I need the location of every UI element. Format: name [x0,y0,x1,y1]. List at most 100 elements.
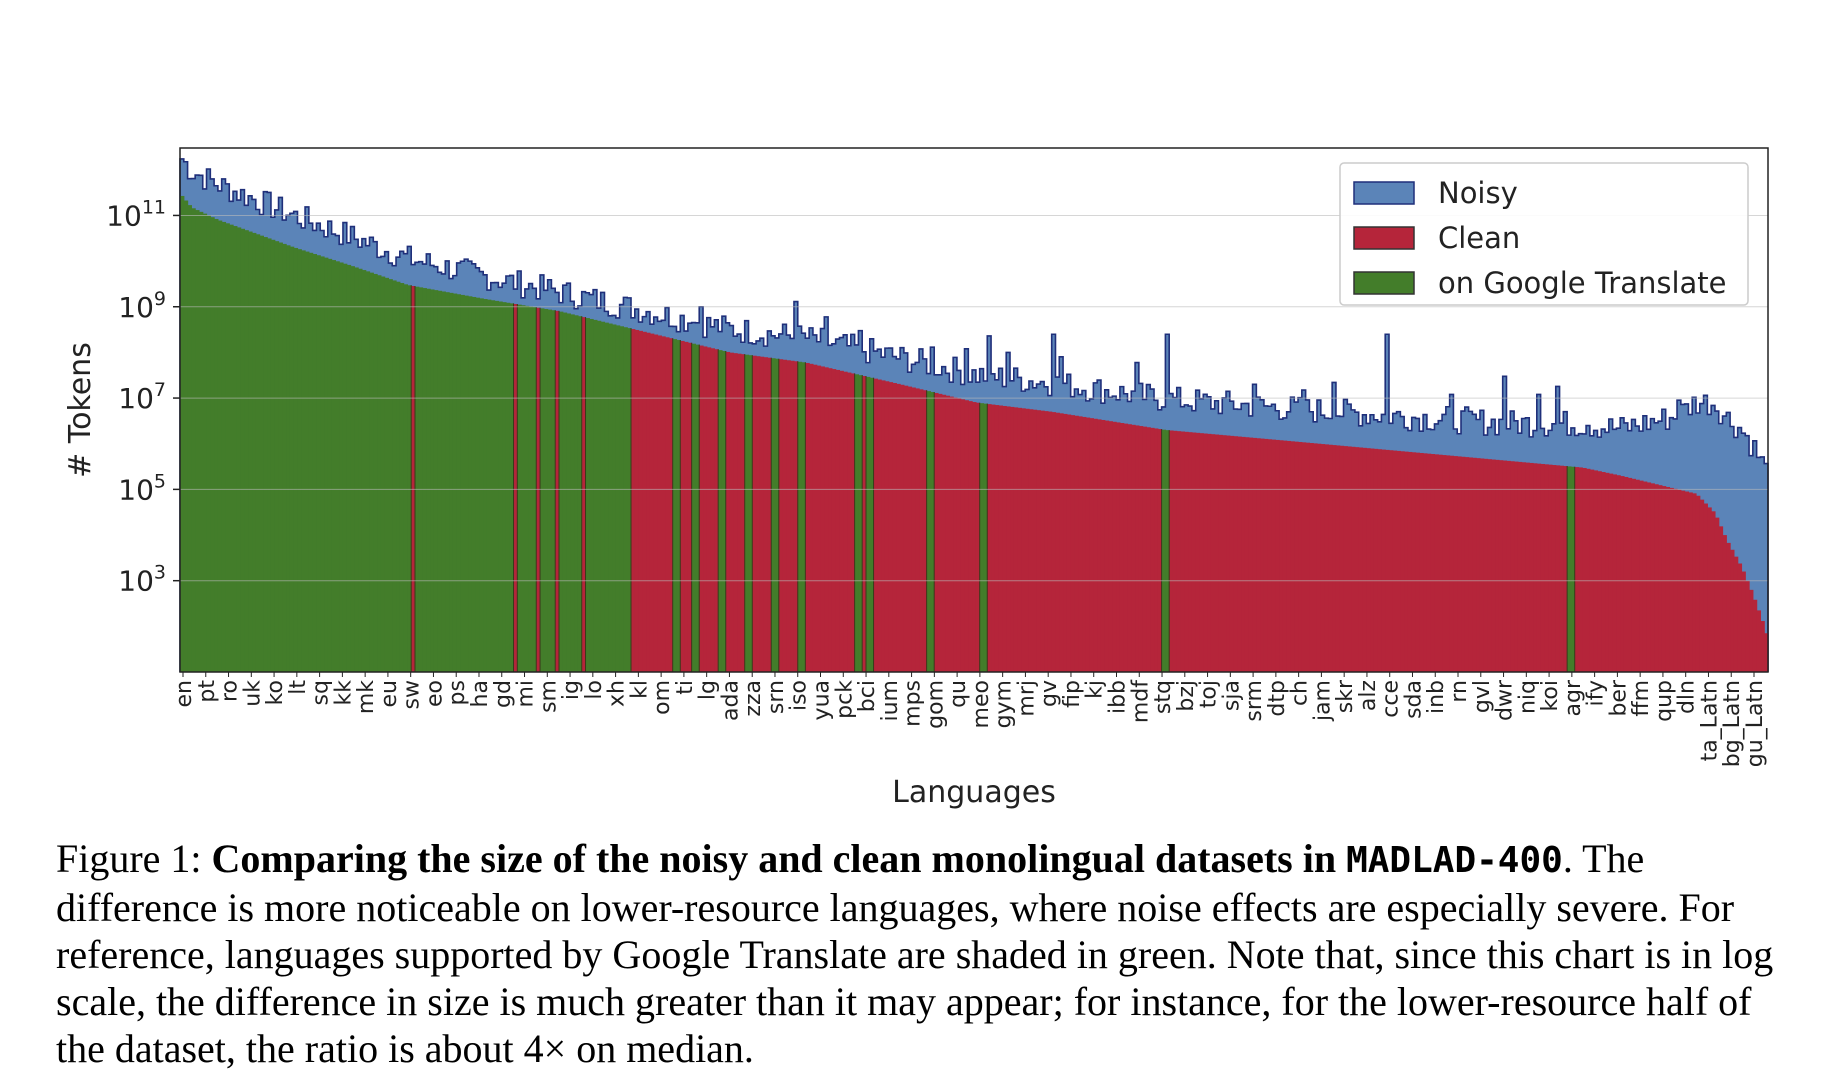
clean-bar [1404,451,1409,672]
google-translate-bar [229,224,234,673]
x-tick-label: koi [1538,680,1563,712]
x-tick-label: ha [468,680,493,707]
x-tick-label: agr [1561,679,1586,716]
clean-bar [937,393,943,672]
google-translate-bar [350,266,355,672]
clean-bar [1373,448,1379,672]
google-translate-bar [407,285,412,672]
clean-bar [1047,411,1053,672]
x-tick-label: ium [878,680,903,722]
clean-bar [1627,477,1633,672]
clean-bar [1764,633,1769,672]
google-translate-bar [490,300,496,672]
legend-swatch [1353,271,1415,295]
clean-bar [1586,468,1591,672]
clean-bar [1339,445,1345,672]
clean-bar [1385,449,1390,672]
clean-bar [1074,415,1079,672]
legend-label: Noisy [1438,176,1518,210]
clean-bar [778,359,784,672]
google-translate-bar [399,283,405,672]
google-translate-bar [202,213,208,673]
google-translate-bar [221,221,227,672]
clean-bar [1718,526,1724,672]
google-translate-bar [327,258,333,672]
clean-bar [877,379,882,672]
clean-bar [809,363,814,672]
clean-bar [1389,450,1394,672]
clean-bar [1203,433,1208,672]
google-translate-bar [604,322,609,672]
google-translate-bar [342,263,348,672]
clean-bar [1267,439,1273,672]
google-translate-bar [456,294,462,672]
clean-bar [729,352,734,672]
clean-bar [998,405,1004,672]
clean-bar [1548,464,1553,672]
clean-bar [1112,421,1117,672]
clean-bar [1146,427,1151,672]
legend-label: on Google Translate [1438,266,1727,300]
dataset-name: MADLAD-400 [1346,840,1563,881]
google-translate-bar [187,205,192,672]
clean-bar [1533,463,1538,672]
x-tick-label: toj [1197,680,1222,708]
google-translate-bar [865,376,871,672]
clean-bar [1642,481,1648,672]
x-tick-label: gym [992,680,1017,728]
x-tick-label: zza [741,680,766,717]
google-translate-bar [320,256,325,672]
y-tick-label: 103 [118,562,166,598]
clean-bar [706,347,712,672]
clean-bar [793,361,799,672]
google-translate-bar [445,292,450,672]
noisy-outline [179,158,1769,672]
google-translate-bar [619,326,625,672]
clean-bar [1309,443,1314,672]
clean-bar [756,356,761,672]
clean-bar [1692,493,1697,672]
google-translate-bar [214,218,219,672]
figure-label: Figure 1: [56,836,202,881]
clean-bar [759,356,765,672]
google-translate-bar [240,228,246,672]
clean-bar [657,335,662,672]
clean-bar [1252,437,1257,672]
x-tick-label: mrj [1014,680,1039,717]
clean-bar [1279,440,1284,672]
x-tick-label: ta_Latn [1697,680,1722,761]
google-translate-bar [547,309,553,672]
google-translate-bar [278,242,283,672]
clean-bar [1612,474,1618,672]
clean-bar [1002,405,1007,672]
clean-bar [1680,490,1686,672]
clean-bar [1229,435,1235,672]
google-translate-bar [502,302,507,672]
clean-bar [1032,409,1038,672]
google-translate-bar [316,255,321,673]
x-tick-label: inb [1424,680,1449,714]
clean-bar [782,359,787,672]
legend-box [1339,162,1749,306]
clean-bar [1741,571,1746,672]
clean-bar [922,390,928,672]
x-tick-label: bzj [1174,680,1199,712]
clean-bar [1540,463,1545,672]
clean-bar [725,351,731,672]
google-translate-bar [282,243,287,672]
x-tick-label: mi [514,680,539,708]
google-translate-bar [540,308,545,672]
clean-bar [900,384,905,672]
google-translate-bar [403,284,408,672]
google-translate-bar [543,308,549,672]
google-translate-bar [365,271,371,672]
x-tick-label: skr [1333,679,1358,713]
clean-bar [1752,599,1758,672]
clean-bar [1320,444,1326,672]
clean-bar [896,383,901,672]
x-tick-label: niq [1515,680,1540,714]
clean-bar [1123,423,1129,672]
clean-bar [1711,511,1716,672]
clean-bar [1354,447,1360,672]
